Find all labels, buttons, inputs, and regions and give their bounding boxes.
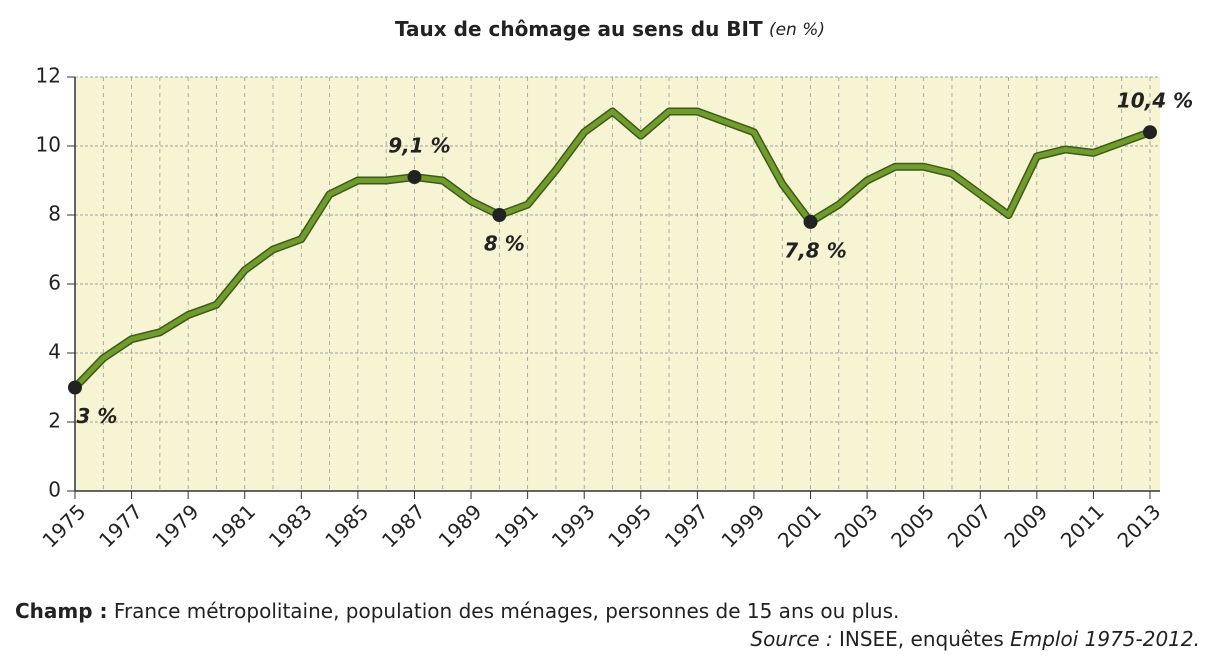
y-tick-label: 0 xyxy=(48,478,61,502)
x-tick-label: 2007 xyxy=(943,499,996,552)
y-tick-label: 2 xyxy=(48,409,61,433)
chart-title: Taux de chômage au sens du BIT (en %) xyxy=(395,17,825,41)
point xyxy=(68,380,82,395)
point xyxy=(803,214,818,229)
value-label: 7,8 % xyxy=(784,238,846,262)
x-tick-label: 2011 xyxy=(1056,499,1109,552)
value-label: 9,1 % xyxy=(388,134,450,158)
y-tick-label: 6 xyxy=(48,271,61,295)
x-tick-label: 1981 xyxy=(207,499,260,552)
x-tick-label: 1985 xyxy=(320,499,373,552)
x-tick-label: 1999 xyxy=(716,499,769,552)
source-title: Emploi 1975-2012. xyxy=(1010,627,1200,651)
y-tick-label: 10 xyxy=(36,133,61,157)
value-label: 8 % xyxy=(484,232,525,256)
x-tick-label: 2001 xyxy=(773,499,826,552)
x-tick-label: 1989 xyxy=(434,499,487,552)
champ-note: Champ : France métropolitaine, populatio… xyxy=(15,599,899,623)
x-tick-label: 2013 xyxy=(1112,499,1165,552)
title-unit: (en %) xyxy=(769,20,825,40)
x-tick-label: 1979 xyxy=(151,499,204,552)
x-tick-label: 1995 xyxy=(603,499,656,552)
x-tick-label: 1975 xyxy=(37,499,90,552)
y-tick-label: 4 xyxy=(48,340,61,364)
source-note: Source : INSEE, enquêtes Emploi 1975-201… xyxy=(750,627,1200,651)
point xyxy=(492,208,507,222)
y-tick-label: 12 xyxy=(36,64,61,88)
x-tick-label: 2005 xyxy=(886,499,939,552)
x-tick-label: 2003 xyxy=(830,499,883,552)
x-tick-label: 1987 xyxy=(377,499,430,552)
line xyxy=(73,109,1151,390)
value-label: 10,4 % xyxy=(1117,89,1193,113)
champ-label: Champ : xyxy=(15,599,108,623)
point xyxy=(1143,125,1157,140)
x-tick-label: 1977 xyxy=(94,499,147,552)
x-tick-label: 1993 xyxy=(547,499,600,552)
source-label: Source : xyxy=(750,627,832,651)
y-tick-label: 8 xyxy=(48,202,61,226)
point xyxy=(407,170,422,185)
x-tick-label: 1997 xyxy=(660,499,713,552)
x-tick-label: 2009 xyxy=(999,499,1052,552)
title: Taux de chômage au sens du BIT xyxy=(395,17,763,41)
champ-text: France métropolitaine, population des mé… xyxy=(114,599,899,623)
source-text: INSEE, enquêtes xyxy=(839,627,1004,651)
x-tick-label: 1983 xyxy=(264,499,317,552)
value-label: 3 % xyxy=(77,404,118,428)
x-tick-label: 1991 xyxy=(490,499,543,552)
